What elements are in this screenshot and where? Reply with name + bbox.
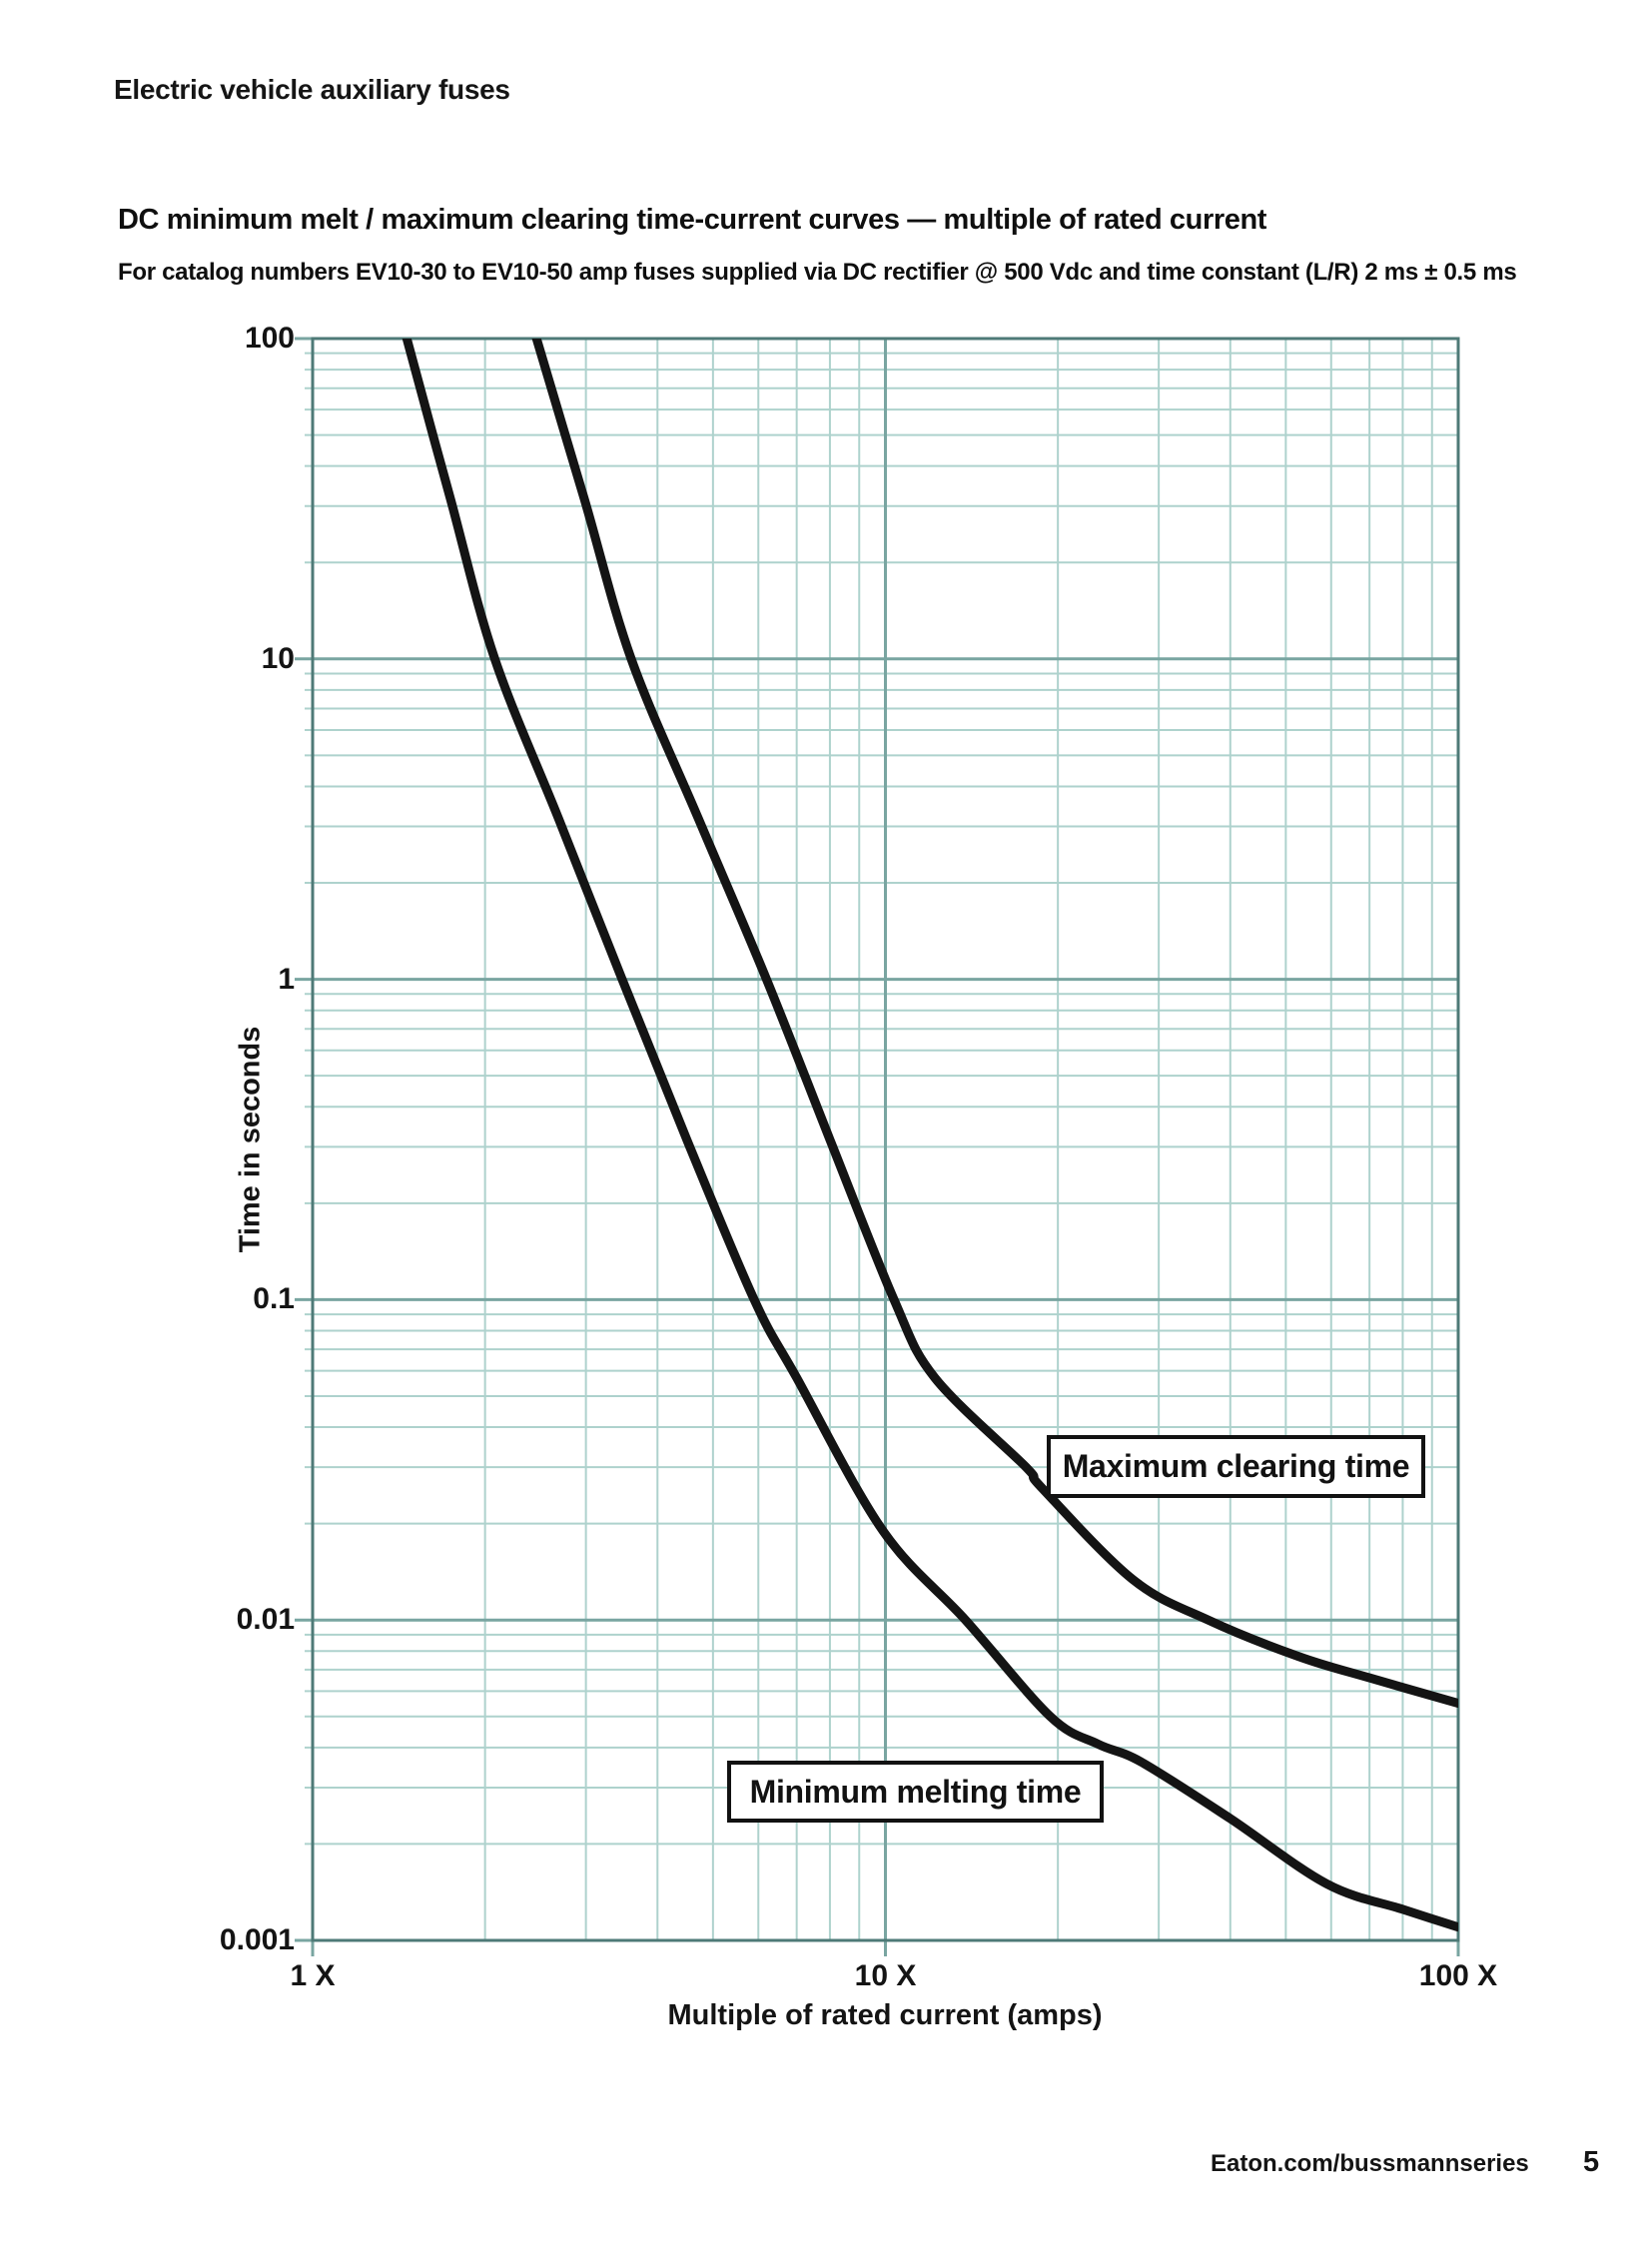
curves bbox=[402, 339, 1458, 1932]
y-tick-label: 0.1 bbox=[253, 1282, 295, 1316]
x-axis-label: Multiple of rated current (amps) bbox=[667, 1999, 1103, 2031]
page-header: Electric vehicle auxiliary fuses bbox=[114, 74, 510, 105]
x-tick-label: 100 X bbox=[1418, 1959, 1498, 1992]
y-tick-label: 0.001 bbox=[219, 1923, 295, 1956]
y-axis-label: Time in seconds bbox=[234, 1026, 267, 1253]
min-melting-time-label: Minimum melting time bbox=[749, 1773, 1082, 1810]
min-melting-time-label-box: Minimum melting time bbox=[727, 1761, 1104, 1823]
max-clearing-time-label-box: Maximum clearing time bbox=[1047, 1435, 1425, 1498]
y-tick-label: 10 bbox=[261, 641, 295, 675]
page-number: 5 bbox=[1583, 2146, 1600, 2178]
max-clearing-curve bbox=[531, 339, 1458, 1708]
chart-title: DC minimum melt / maximum clearing time-… bbox=[118, 204, 1267, 236]
x-tick-label: 10 X bbox=[854, 1959, 917, 1992]
y-tick-label: 100 bbox=[244, 322, 295, 355]
max-clearing-time-label: Maximum clearing time bbox=[1062, 1448, 1410, 1484]
minor-gridlines bbox=[305, 339, 1458, 1940]
min-melt-curve bbox=[402, 339, 1458, 1932]
footer-url[interactable]: Eaton.com/bussmannseries bbox=[1211, 2150, 1529, 2177]
plot-border bbox=[311, 337, 1460, 1942]
y-tick-label: 1 bbox=[278, 962, 295, 996]
y-tick-label: 0.01 bbox=[236, 1603, 295, 1637]
chart-subtitle: For catalog numbers EV10-30 to EV10-50 a… bbox=[118, 259, 1517, 286]
x-tick-label: 1 X bbox=[290, 1959, 336, 1992]
